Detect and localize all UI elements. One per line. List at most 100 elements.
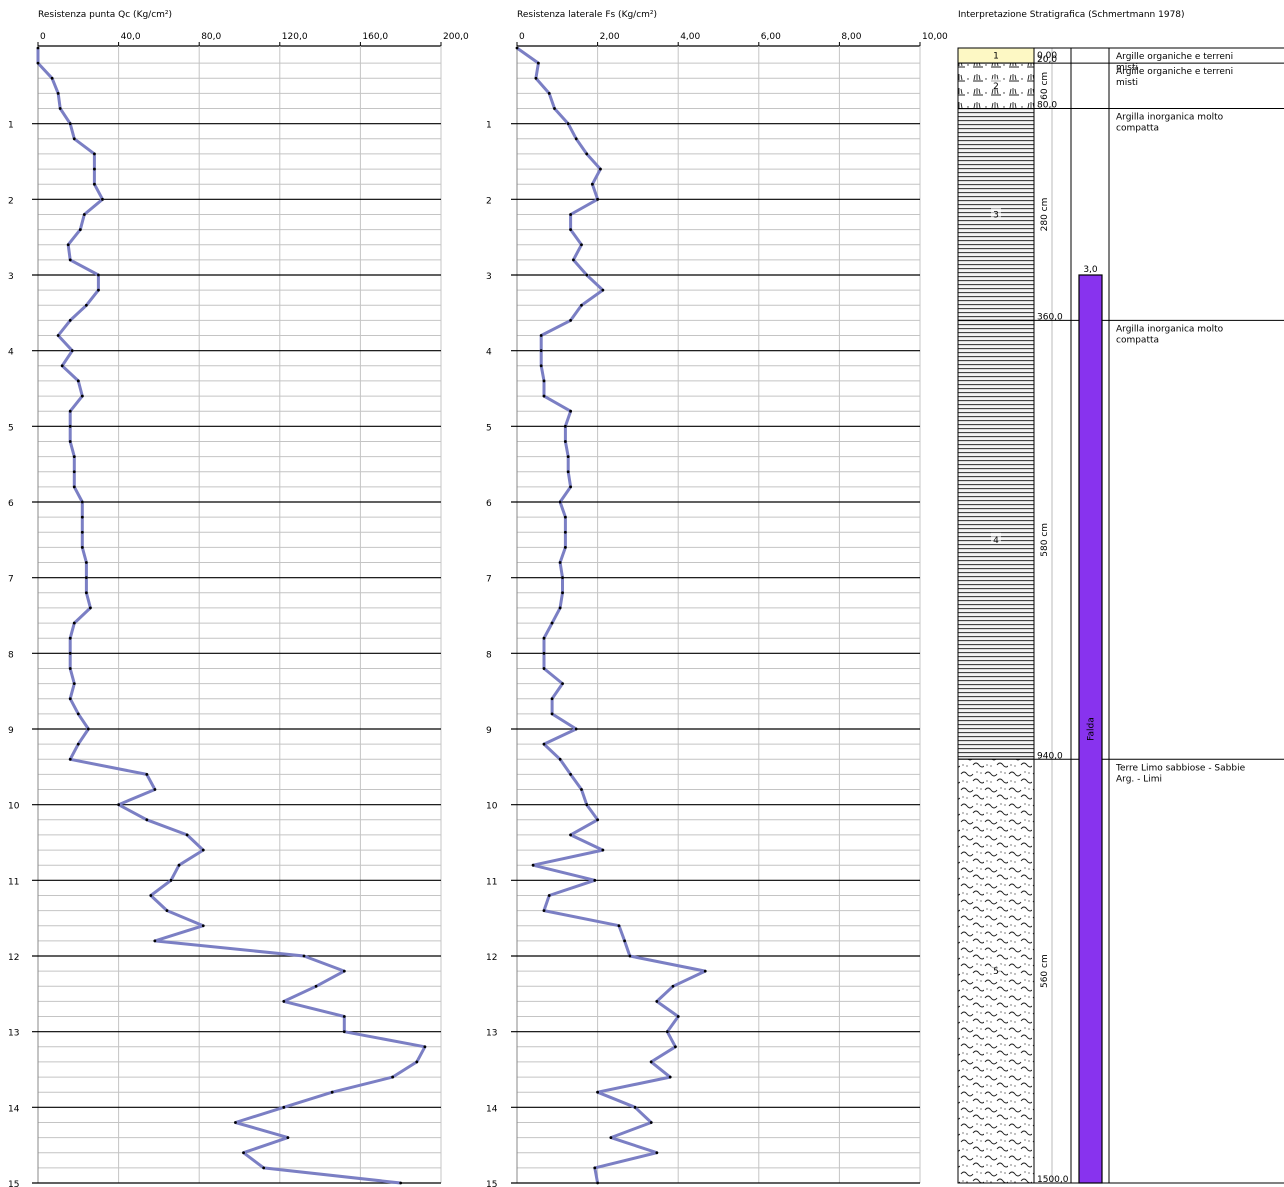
falda-depth-label: 3,0 [1083,265,1098,275]
fs-data-point [596,1181,599,1185]
fs-data-point [585,803,589,807]
qc-data-point [185,833,189,837]
fs-x-tick-label: 0 [519,32,525,42]
fs-data-point [569,228,572,232]
qc-data-point [68,757,72,761]
fs-data-point [539,334,543,337]
fs-y-tick-label: 5 [486,423,492,433]
fs-data-point [676,1015,680,1018]
layer-1-id: 1 [993,52,999,62]
fs-data-point [547,894,551,897]
fs-x-tick-label: 10,00 [922,32,948,42]
fs-data-point [515,46,519,50]
qc-data-point [117,803,120,807]
qc-data-point [93,167,96,171]
layer-4-description: compatta [1116,335,1159,345]
qc-data-point [68,319,72,322]
layer-5-bottom-depth: 1500,0 [1037,1175,1069,1185]
qc-data-point [68,636,72,640]
fs-data-point [649,1060,653,1064]
fs-data-point [542,909,546,912]
qc-data-point [68,424,72,428]
fs-data-point [539,349,543,353]
qc-data-point [286,1136,290,1139]
layer-3-id: 3 [993,210,999,220]
fs-data-point [703,969,707,973]
stratigraphy-panel: Interpretazione Stratigrafica (Schmertma… [957,10,1284,1185]
fs-data-point [572,258,575,262]
qc-y-tick-label: 5 [8,423,14,433]
fs-data-point [558,500,562,504]
fs-data-point [633,1105,637,1109]
fs-y-tick-label: 4 [486,348,492,358]
layer-2-id: 2 [993,82,999,92]
qc-data-point [330,1090,334,1094]
fs-data-point [601,288,605,292]
qc-data-point [97,273,100,277]
qc-data-point [234,1121,237,1124]
qc-data-point [314,984,318,988]
fs-data-point [596,1090,599,1094]
qc-data-point [72,137,76,141]
fs-data-point [609,1136,613,1139]
layer-1-top-depth: 0,00 [1037,51,1057,61]
fs-x-tick-label: 2,00 [600,32,620,42]
fs-data-point [534,76,538,80]
qc-data-point [101,197,104,201]
qc-data-point [56,334,60,337]
layer-1-bottom-depth: 20,0 [1037,55,1057,65]
fs-data-point [655,1151,659,1155]
layer-4-id-backing [991,532,1001,543]
qc-data-point [84,576,88,580]
fs-data-point [596,818,599,822]
qc-y-tick-label: 10 [8,802,20,812]
qc-data-point [56,92,60,95]
qc-data-point [68,122,72,126]
fs-data-point [628,954,632,958]
fs-x-tick-label: 6,00 [761,32,781,42]
falda-bar [1078,274,1103,1184]
fs-data-point [558,606,562,610]
layer-1-description: misti [1116,63,1138,73]
qc-data-point [80,394,84,398]
qc-data-point [86,727,90,731]
fs-y-tick-label: 15 [486,1180,497,1187]
fs-y-tick-label: 2 [486,196,492,206]
fs-data-point [569,773,572,776]
fs-data-point [563,515,567,519]
qc-data-point [165,909,169,912]
qc-data-point [58,107,62,110]
fs-data-point [623,939,627,943]
fs-data-point [542,636,546,640]
qc-x-tick-label: 80,0 [201,32,221,42]
qc-data-point [76,379,80,383]
fs-series-line [516,46,707,1184]
fs-data-point [550,712,554,716]
fs-data-point [593,878,597,882]
strat-title: Interpretazione Stratigrafica (Schmertma… [958,10,1185,20]
fs-data-point [569,409,572,413]
falda-label: Falda [1087,717,1097,741]
qc-y-tick-label: 4 [8,348,14,358]
fs-data-point [569,213,572,216]
fs-y-tick-label: 3 [486,272,492,282]
qc-data-point [342,1015,346,1018]
layer-5-thickness: 560 cm [1040,954,1050,988]
qc-data-point [72,485,76,489]
qc-data-point [153,939,157,943]
qc-data-point [76,712,80,716]
qc-y-tick-label: 12 [8,953,19,963]
fs-chart: Resistenza laterale Fs (Kg/cm²) 0 2,00 4,00… [486,10,948,1187]
qc-data-point [80,530,84,534]
qc-data-point [145,818,149,822]
layer-5-id: 5 [993,967,999,977]
qc-series-line [36,48,427,1185]
qc-data-point [282,1105,286,1109]
qc-data-point [201,848,205,852]
fs-data-point [563,440,567,443]
layer-3-id-backing [991,207,1001,218]
qc-x-tick-label: 200,0 [443,32,469,42]
fs-x-tick-label: 4,00 [680,32,700,42]
